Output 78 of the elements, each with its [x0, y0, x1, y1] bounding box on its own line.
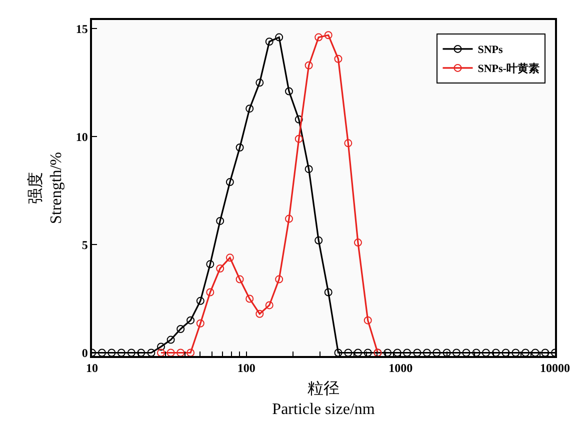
point: [462, 348, 470, 356]
point: [117, 348, 126, 356]
point: [256, 310, 264, 318]
point: [285, 87, 293, 96]
x-tick-label: 10000: [540, 361, 570, 376]
point: [294, 115, 303, 124]
point: [294, 134, 303, 143]
point: [452, 348, 460, 356]
y-tick-label: 5: [82, 238, 88, 252]
point: [354, 348, 362, 356]
point: [393, 348, 402, 356]
point: [265, 301, 274, 310]
point: [157, 342, 166, 351]
point: [334, 54, 342, 63]
point: [246, 104, 254, 113]
point: [304, 61, 313, 70]
point: [226, 178, 234, 186]
point: [206, 260, 214, 268]
y-axis-title: 强度 Strength/%: [26, 152, 66, 224]
y-tick-label: 10: [76, 130, 88, 144]
point: [541, 348, 550, 356]
point: [324, 288, 332, 296]
point: [304, 165, 313, 174]
point: [314, 33, 323, 42]
point: [137, 348, 146, 356]
point: [186, 348, 195, 356]
point: [108, 348, 116, 356]
point: [334, 348, 342, 356]
point: [226, 254, 234, 262]
point: [236, 275, 244, 284]
point: [413, 348, 422, 356]
point: [256, 78, 264, 87]
point: [364, 348, 372, 356]
point: [196, 319, 204, 328]
point: [98, 348, 106, 356]
point: [432, 348, 441, 356]
point: [176, 348, 185, 356]
point: [166, 336, 175, 344]
point: [472, 348, 480, 356]
point: [482, 348, 490, 356]
point: [512, 348, 520, 356]
point: [522, 348, 530, 356]
point: [422, 348, 431, 356]
x-tick-label: 1000: [388, 361, 413, 376]
point: [354, 238, 362, 247]
point: [502, 348, 510, 356]
x-tick-label: 100: [237, 361, 256, 376]
point: [236, 143, 244, 152]
point: [531, 348, 540, 356]
point: [246, 294, 254, 303]
point: [384, 348, 392, 356]
point: [344, 139, 352, 148]
x-axis-title: 粒径 Particle size/nm: [272, 380, 376, 418]
point: [157, 348, 166, 356]
point: [186, 316, 195, 324]
point: [324, 31, 332, 40]
point: [285, 214, 293, 223]
point: [206, 288, 214, 296]
point: [176, 324, 185, 333]
point: [275, 33, 284, 42]
legend-label: SNPs-叶黄素: [478, 62, 540, 76]
point: [216, 264, 224, 272]
point: [147, 348, 156, 356]
point: [166, 348, 175, 356]
y-tick-label: 0: [82, 346, 88, 360]
legend-label: SNPs: [478, 44, 504, 56]
point: [196, 296, 204, 305]
point: [344, 348, 352, 356]
point: [127, 348, 136, 356]
point: [216, 216, 224, 225]
point: [275, 275, 284, 284]
point: [492, 348, 500, 356]
point: [442, 348, 451, 356]
point: [364, 316, 372, 324]
point: [265, 38, 274, 46]
point: [314, 236, 323, 244]
y-tick-label: 15: [76, 22, 88, 36]
point: [403, 348, 412, 356]
